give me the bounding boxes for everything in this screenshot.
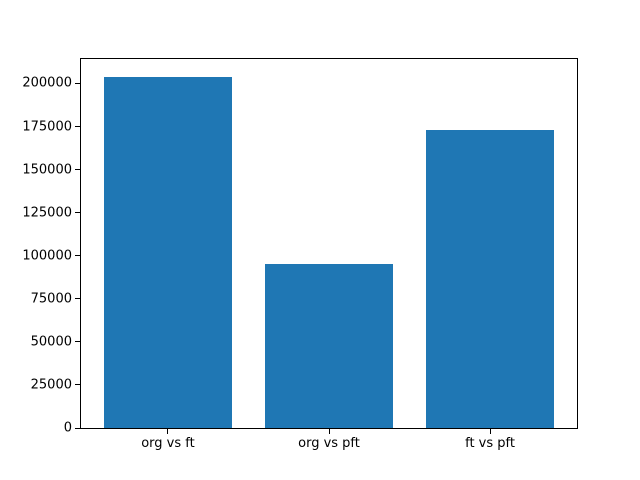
y-tick-label: 50000 xyxy=(30,334,72,350)
x-tick-mark xyxy=(328,429,330,434)
y-tick-label: 150000 xyxy=(22,162,72,178)
y-tick-label: 0 xyxy=(63,420,72,436)
y-tick-mark xyxy=(75,169,80,171)
plot-area: 0 25000 50000 75000 100000 125000 150000 175000… xyxy=(22,58,578,451)
y-tick-label: 100000 xyxy=(22,248,72,264)
y-tick-label: 75000 xyxy=(30,291,72,307)
y-tick-label: 125000 xyxy=(22,205,72,221)
y-tick-mark xyxy=(75,384,80,386)
bar-org-vs-ft xyxy=(103,76,233,428)
y-tick-mark xyxy=(75,82,80,84)
x-tick-label-ft-vs-pft: ft vs pft xyxy=(465,436,515,451)
y-tick-mark xyxy=(75,341,80,343)
y-tick-label: 175000 xyxy=(22,119,72,135)
y-tick-label: 25000 xyxy=(30,377,72,393)
x-tick-mark xyxy=(167,429,169,434)
y-tick-mark xyxy=(75,255,80,257)
bar-org-vs-pft xyxy=(264,264,394,428)
y-tick-mark xyxy=(75,126,80,128)
bar-ft-vs-pft xyxy=(425,129,555,428)
x-tick-label-org-vs-ft: org vs ft xyxy=(141,436,195,451)
x-tick-label-org-vs-pft: org vs pft xyxy=(298,436,360,451)
y-tick-mark xyxy=(75,298,80,300)
x-tick-mark xyxy=(489,429,491,434)
y-tick-mark xyxy=(75,427,80,429)
y-tick-mark xyxy=(75,212,80,214)
y-tick-label: 200000 xyxy=(22,75,72,91)
